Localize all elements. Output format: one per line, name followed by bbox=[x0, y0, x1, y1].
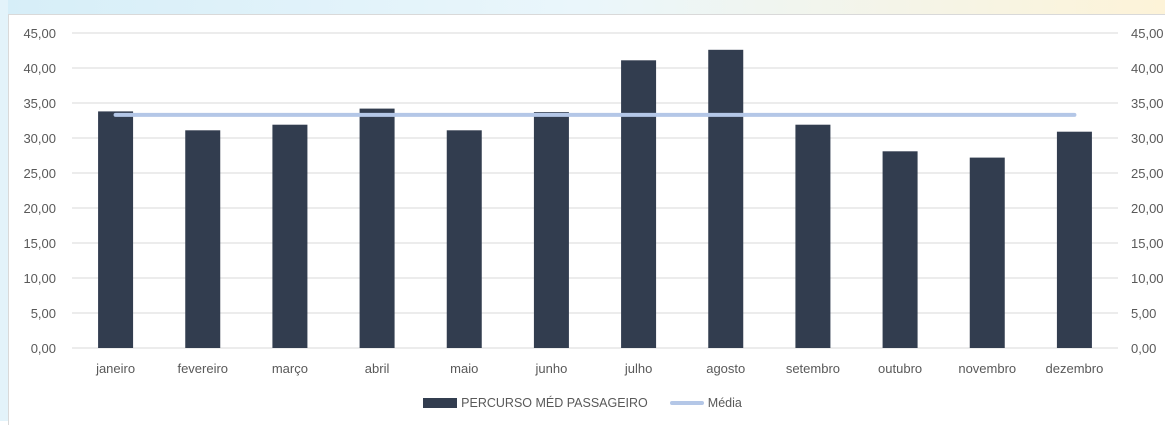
y-tick-label: 10,00 bbox=[23, 271, 56, 286]
y-tick-label: 0,00 bbox=[31, 341, 56, 356]
legend: PERCURSO MÉD PASSAGEIRO Média bbox=[0, 396, 1165, 410]
legend-bar-label: PERCURSO MÉD PASSAGEIRO bbox=[461, 396, 648, 410]
legend-bar-swatch bbox=[423, 398, 458, 408]
x-tick-label: dezembro bbox=[1046, 361, 1104, 376]
x-tick-label: maio bbox=[450, 361, 478, 376]
legend-item-bar: PERCURSO MÉD PASSAGEIRO bbox=[423, 396, 648, 410]
legend-line-label: Média bbox=[707, 396, 742, 410]
y-tick-label: 30,00 bbox=[23, 131, 56, 146]
bar bbox=[98, 111, 134, 349]
y2-tick-label: 10,00 bbox=[1131, 271, 1164, 286]
x-tick-label: julho bbox=[624, 361, 652, 376]
legend-line-swatch bbox=[669, 401, 704, 405]
y-tick-label: 20,00 bbox=[23, 201, 56, 216]
legend-item-line: Média bbox=[669, 396, 742, 410]
y2-tick-label: 15,00 bbox=[1131, 236, 1164, 251]
bar bbox=[621, 60, 657, 349]
x-tick-label: agosto bbox=[706, 361, 745, 376]
y2-tick-label: 0,00 bbox=[1131, 341, 1156, 356]
x-tick-label: março bbox=[272, 361, 308, 376]
bar bbox=[359, 108, 395, 348]
bar bbox=[185, 130, 221, 348]
bar bbox=[969, 157, 1005, 348]
bar bbox=[708, 49, 744, 349]
y2-tick-label: 30,00 bbox=[1131, 131, 1164, 146]
bar bbox=[533, 112, 569, 348]
y2-tick-label: 40,00 bbox=[1131, 61, 1164, 76]
bar bbox=[446, 130, 482, 348]
x-tick-label: junho bbox=[535, 361, 568, 376]
y-tick-label: 45,00 bbox=[23, 26, 56, 41]
y2-tick-label: 25,00 bbox=[1131, 166, 1164, 181]
y-tick-label: 15,00 bbox=[23, 236, 56, 251]
x-tick-label: outubro bbox=[878, 361, 922, 376]
x-tick-label: abril bbox=[365, 361, 390, 376]
y2-tick-label: 45,00 bbox=[1131, 26, 1164, 41]
bar bbox=[272, 124, 308, 348]
bar bbox=[1056, 131, 1092, 348]
y-tick-label: 35,00 bbox=[23, 96, 56, 111]
y-tick-label: 25,00 bbox=[23, 166, 56, 181]
x-tick-label: fevereiro bbox=[177, 361, 228, 376]
x-tick-label: janeiro bbox=[95, 361, 135, 376]
x-tick-label: setembro bbox=[786, 361, 840, 376]
y2-tick-label: 20,00 bbox=[1131, 201, 1164, 216]
bar bbox=[795, 124, 831, 348]
y2-tick-label: 35,00 bbox=[1131, 96, 1164, 111]
y-tick-label: 40,00 bbox=[23, 61, 56, 76]
x-tick-label: novembro bbox=[958, 361, 1016, 376]
bar bbox=[882, 151, 918, 348]
y2-tick-label: 5,00 bbox=[1131, 306, 1156, 321]
y-tick-label: 5,00 bbox=[31, 306, 56, 321]
